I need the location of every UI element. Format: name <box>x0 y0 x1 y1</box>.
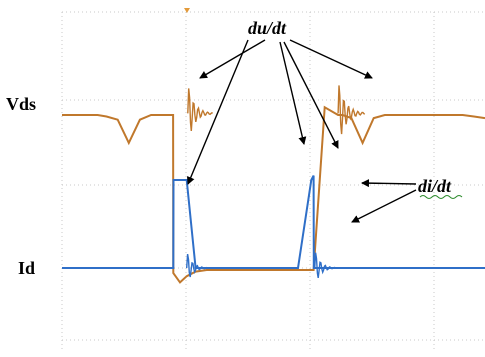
arrow-du-dt-1 <box>187 39 249 185</box>
ringing-id-1 <box>186 253 211 278</box>
ringing-vds-2 <box>337 85 366 135</box>
series-line-vds <box>62 105 485 284</box>
traces <box>62 85 485 284</box>
arrow-di-dt-2 <box>351 189 417 223</box>
annotations: du/dt di/dt <box>187 18 463 223</box>
arrow-du-dt-3 <box>279 41 307 145</box>
annotation-di-dt: di/dt <box>418 176 452 196</box>
ringing-id-2 <box>314 252 338 279</box>
channel-labels: Vds Id <box>6 94 36 278</box>
arrow-di-dt-1 <box>361 179 417 188</box>
trigger-marker <box>184 8 190 13</box>
annotation-du-dt: du/dt <box>248 18 287 38</box>
arrow-du-dt-4 <box>283 41 339 149</box>
spellcheck-underline <box>419 195 463 199</box>
channel-label-vds: Vds <box>6 94 36 114</box>
arrow-du-dt-2 <box>199 39 266 79</box>
arrow-du-dt-5 <box>289 39 373 79</box>
ringing-vds-1 <box>187 88 213 131</box>
channel-label-id: Id <box>18 258 35 278</box>
